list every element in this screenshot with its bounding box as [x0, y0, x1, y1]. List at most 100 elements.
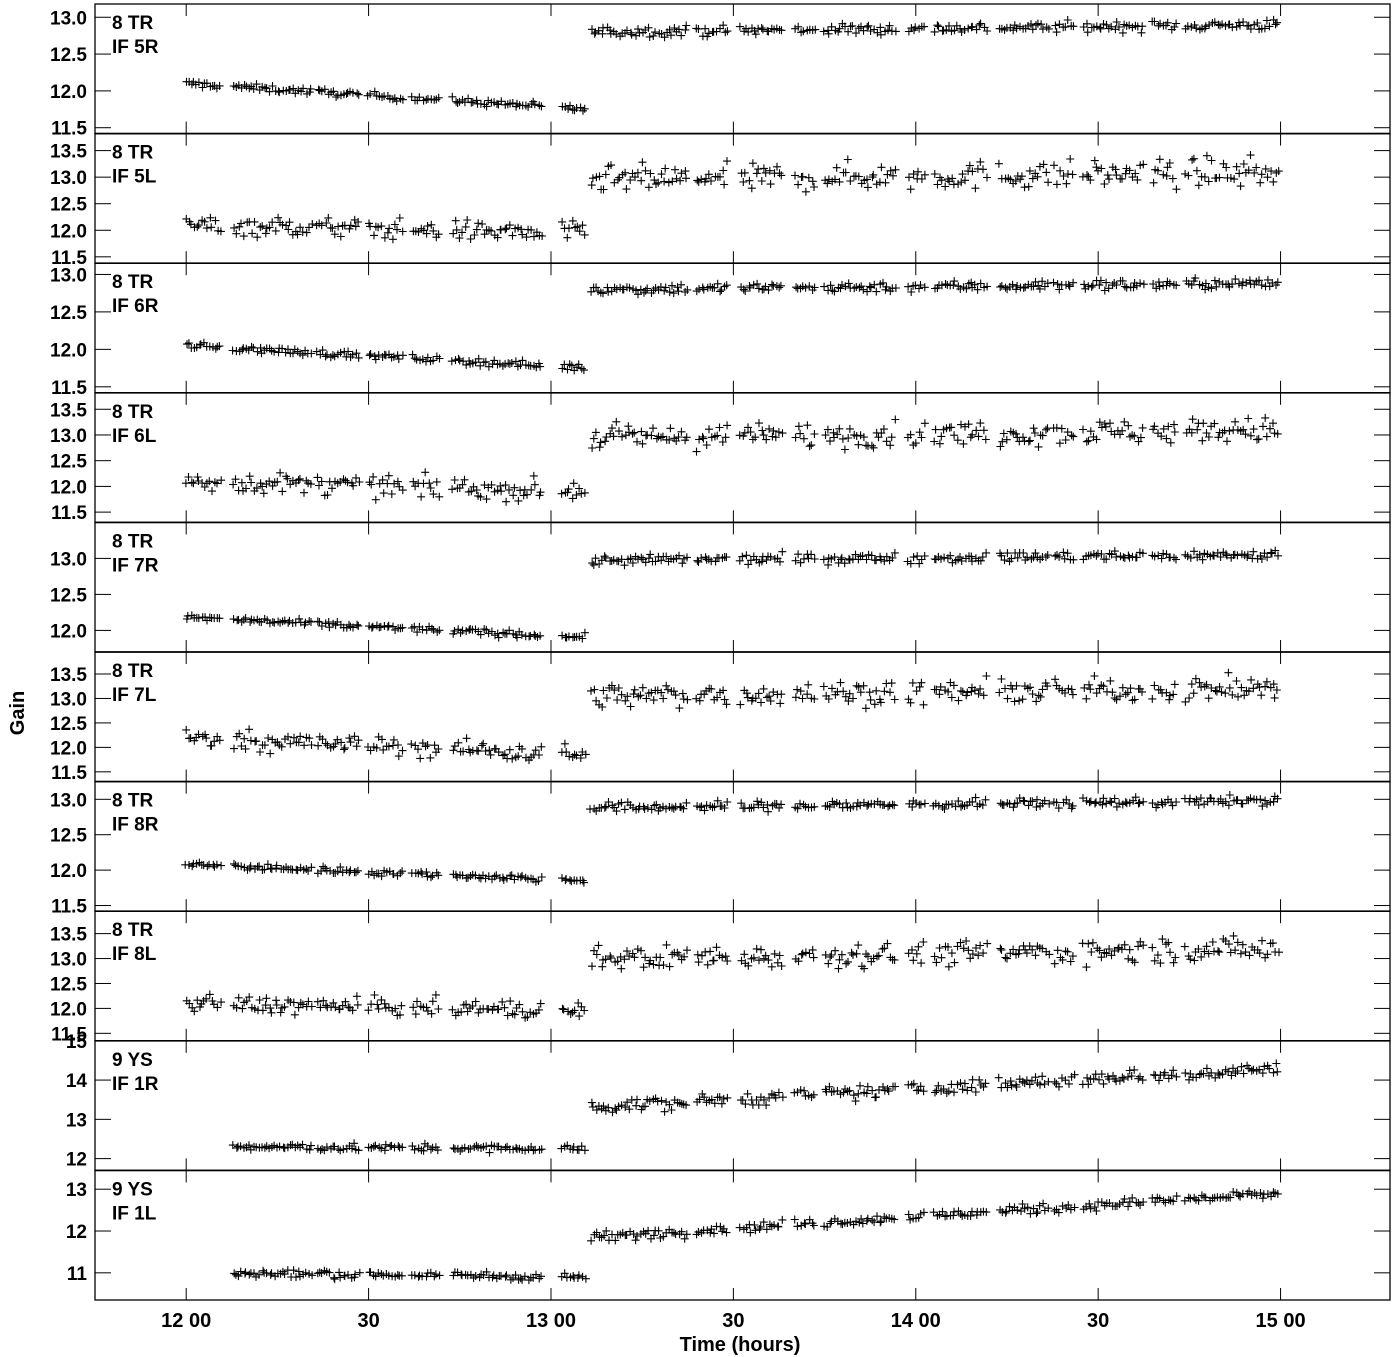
data-point [1118, 174, 1126, 183]
data-point [958, 1085, 967, 1094]
data-point [751, 1226, 760, 1235]
data-point [1269, 1068, 1278, 1077]
data-point [1196, 794, 1205, 803]
data-point [937, 176, 946, 185]
data-point [634, 25, 642, 34]
data-point [1194, 181, 1203, 190]
data-point [887, 679, 896, 688]
data-point [647, 688, 656, 697]
data-point [794, 422, 803, 431]
data-point [315, 1268, 324, 1277]
data-point [217, 861, 226, 870]
data-point [855, 1218, 864, 1227]
data-point [418, 625, 427, 634]
data-point [354, 218, 363, 226]
data-point [1107, 22, 1116, 31]
data-point [1265, 22, 1274, 31]
data-point [1183, 22, 1192, 31]
data-point [268, 218, 277, 227]
data-point [606, 26, 615, 35]
data-point [493, 233, 502, 242]
data-point [477, 741, 486, 750]
data-point [1214, 433, 1223, 442]
y-tick-label: 13.0 [50, 689, 87, 710]
data-point [448, 1005, 457, 1014]
data-point [883, 170, 892, 179]
data-point [1159, 170, 1168, 179]
data-point [290, 733, 298, 742]
data-point [236, 1267, 245, 1276]
data-point [1271, 20, 1280, 29]
data-point [1069, 22, 1078, 31]
data-point [1244, 796, 1253, 805]
data-point [735, 431, 744, 440]
data-point [1170, 428, 1179, 436]
data-point [848, 21, 857, 30]
data-point [1217, 688, 1226, 696]
data-point [1126, 684, 1135, 693]
y-tick-label: 11 [67, 1264, 88, 1285]
data-point [620, 561, 629, 570]
data-point [1061, 22, 1070, 31]
data-point [847, 948, 856, 957]
data-point [886, 441, 895, 450]
data-point [913, 552, 922, 561]
data-point [398, 867, 407, 876]
data-point [953, 436, 962, 445]
data-point [1213, 548, 1222, 557]
data-point [830, 287, 839, 296]
data-point [346, 866, 355, 875]
data-point [1032, 1209, 1041, 1218]
data-point [266, 749, 275, 758]
data-point [296, 998, 305, 1007]
data-point [1083, 1073, 1092, 1082]
data-point [1084, 436, 1093, 445]
panel-label-if: IF 7R [112, 555, 159, 576]
data-point [422, 95, 431, 104]
data-point [604, 798, 613, 806]
data-point [711, 557, 720, 566]
data-point [306, 480, 315, 489]
panel-frame [94, 521, 1391, 653]
data-point [1058, 1074, 1066, 1083]
data-point [863, 23, 872, 31]
data-point [520, 1272, 529, 1281]
data-point [422, 229, 431, 238]
data-point [589, 434, 598, 443]
data-point [1150, 681, 1159, 690]
data-point [480, 625, 489, 634]
data-point [255, 996, 264, 1004]
data-point [623, 692, 632, 701]
data-point [957, 420, 965, 429]
data-point [1226, 1193, 1235, 1202]
data-point [639, 802, 648, 811]
data-point [507, 871, 516, 880]
data-point [974, 689, 983, 698]
data-point [498, 997, 507, 1006]
data-point [1165, 279, 1174, 288]
data-point [1232, 677, 1241, 685]
data-point [634, 290, 642, 299]
data-point [255, 862, 264, 871]
data-point [398, 95, 407, 104]
data-point [715, 423, 724, 432]
data-point [998, 437, 1007, 446]
data-point [722, 281, 731, 290]
data-point [617, 690, 626, 699]
data-point [627, 30, 636, 39]
data-point [723, 421, 732, 430]
data-point [716, 287, 725, 296]
data-point [208, 487, 216, 496]
data-point [682, 1101, 691, 1110]
data-point [997, 675, 1006, 683]
data-point [1229, 931, 1238, 940]
data-point [599, 1102, 608, 1111]
data-point [384, 1003, 393, 1012]
data-point [944, 687, 953, 696]
data-point [427, 220, 436, 229]
y-tick-label: 12 [66, 1222, 87, 1243]
data-point [844, 27, 853, 36]
data-point [859, 433, 868, 442]
data-point [914, 1213, 923, 1222]
